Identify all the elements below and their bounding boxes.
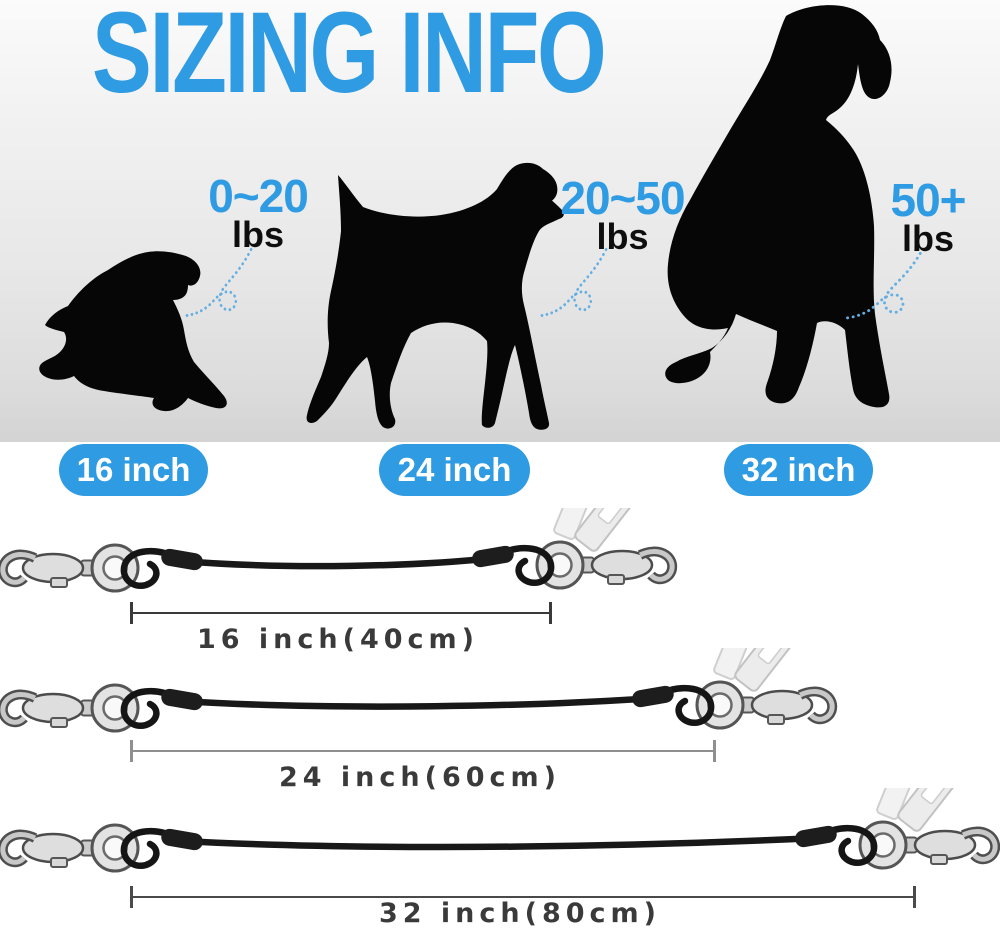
weight-range: 20~50	[560, 172, 685, 224]
medium-dog-silhouette	[306, 162, 564, 430]
page-title: SIZING INFO	[92, 0, 607, 117]
weight-unit: lbs	[901, 218, 954, 259]
small-dog-silhouette	[39, 251, 227, 412]
measurement-line	[130, 602, 552, 624]
bolt-snap-hook-icon	[471, 508, 672, 588]
measurement-line	[130, 886, 916, 908]
weight-label-medium: 20~50 lbs	[545, 172, 700, 255]
cable-length-label: 32 inch(80cm)	[378, 898, 662, 929]
steel-cable	[180, 694, 655, 710]
steel-cable	[180, 834, 818, 851]
weight-range: 0~20	[208, 170, 309, 222]
size-pill-32-inch: 32 inch	[724, 444, 873, 496]
measurement-line	[130, 740, 716, 762]
weight-label-small: 0~20 lbs	[188, 170, 328, 255]
weight-range: 50+	[890, 174, 966, 226]
bolt-snap-hook-icon	[794, 788, 995, 868]
bolt-snap-hook-icon	[631, 648, 832, 728]
size-pill-24-inch: 24 inch	[379, 444, 530, 496]
cable-32-inch-image	[0, 788, 1000, 908]
curly-arrow-icon	[184, 247, 253, 318]
steel-cable	[180, 554, 495, 570]
curly-arrow-icon	[844, 251, 922, 320]
curly-arrow-icon	[539, 247, 608, 318]
bolt-snap-hook-icon	[3, 825, 204, 871]
cable-length-label: 24 inch(60cm)	[278, 762, 562, 793]
bolt-snap-hook-icon	[3, 545, 204, 591]
weight-unit: lbs	[231, 214, 284, 255]
bolt-snap-hook-icon	[3, 685, 204, 731]
cable-24-inch-image	[0, 648, 1000, 768]
large-dog-silhouette	[665, 5, 892, 408]
size-pill-16-inch: 16 inch	[59, 444, 208, 496]
weight-label-large: 50+ lbs	[858, 174, 998, 259]
cable-16-inch-image	[0, 508, 1000, 628]
cable-length-label: 16 inch(40cm)	[196, 624, 480, 655]
